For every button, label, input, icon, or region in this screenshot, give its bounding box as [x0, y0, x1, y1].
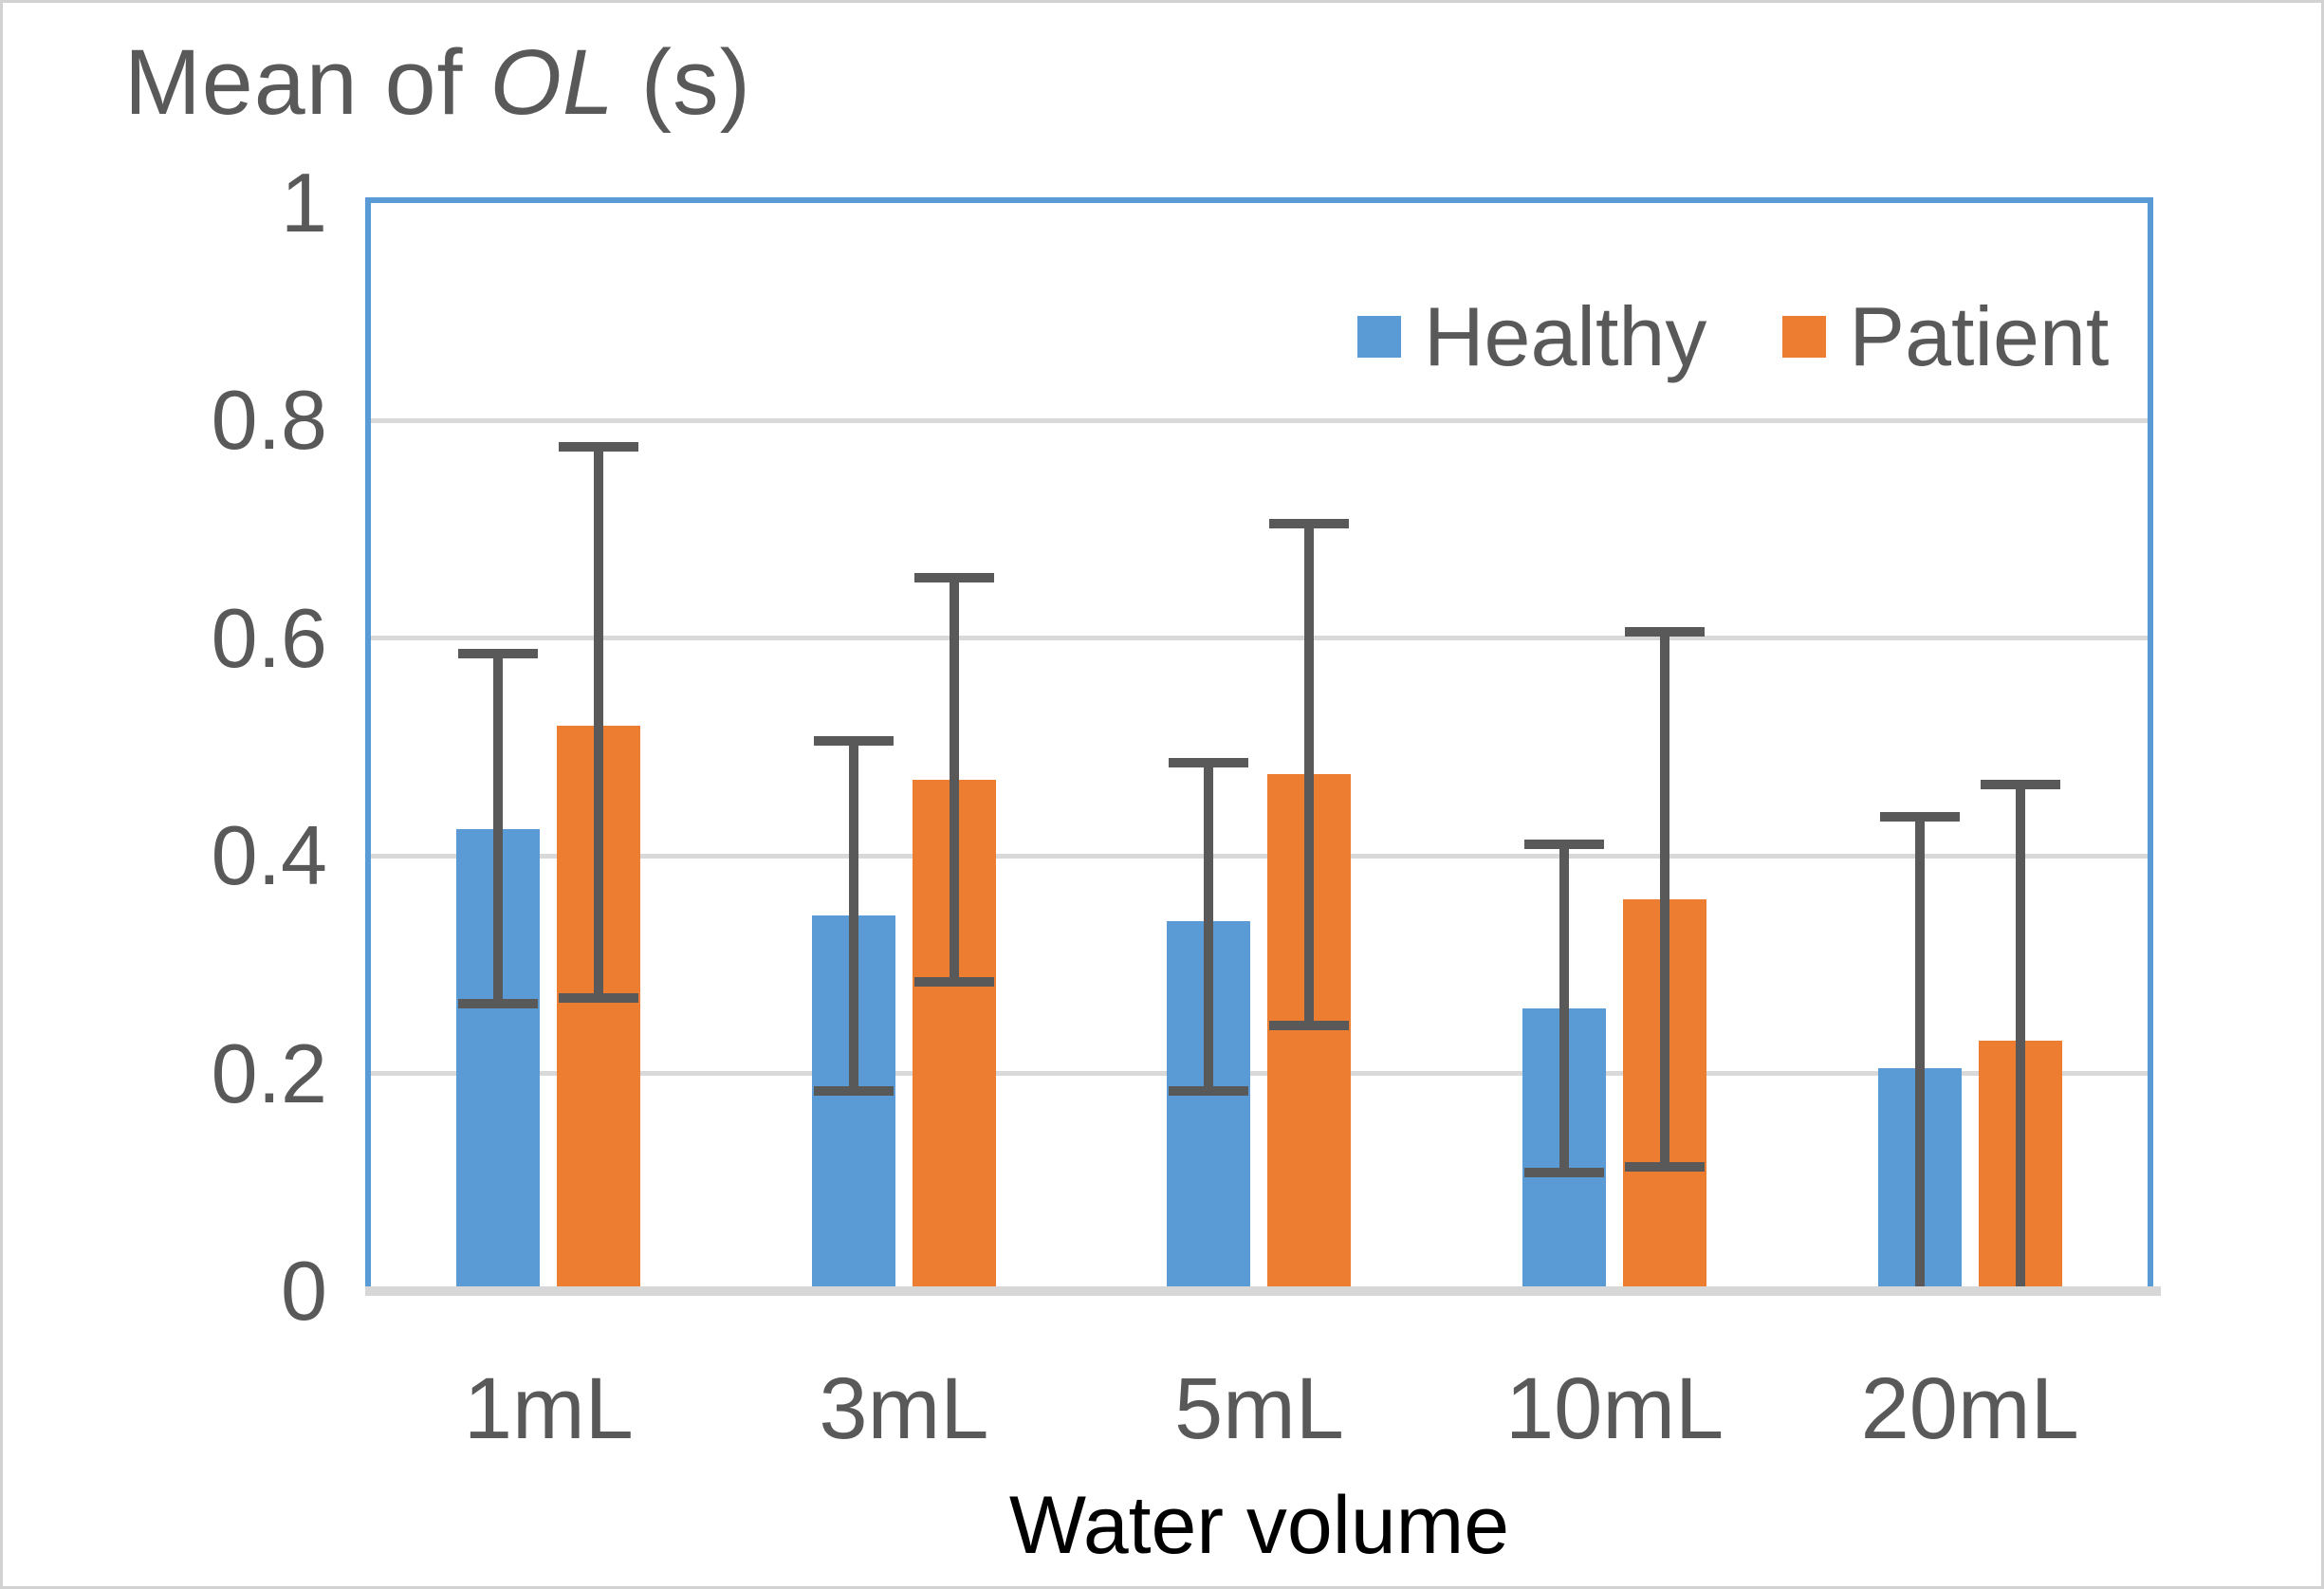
error-bar-cap-top	[1269, 518, 1350, 528]
gridline	[371, 853, 2148, 859]
category-20mL: 20mL	[1792, 203, 2148, 1457]
legend-item-healthy: Healthy	[1357, 288, 1706, 385]
legend-item-patient: Patient	[1782, 288, 2109, 385]
bar-slot	[1978, 203, 2062, 1291]
chart-title: Mean of OL (s)	[124, 29, 751, 136]
error-bar	[559, 442, 639, 1004]
error-bar	[1269, 518, 1350, 1030]
error-bar	[458, 649, 539, 1008]
category-10mL: 10mL	[1437, 203, 1793, 1457]
x-axis-title: Water volume	[1008, 1480, 1510, 1571]
y-tick-label: 0.2	[211, 1025, 327, 1120]
error-bar-cap-top	[813, 736, 894, 747]
error-bar-cap-bottom	[458, 998, 539, 1008]
legend-swatch-healthy	[1357, 316, 1401, 358]
error-bar-cap-top	[1524, 840, 1605, 850]
bar-slot	[557, 203, 641, 1291]
bar-slot	[1267, 203, 1352, 1291]
category-groups: 1mL 3mL 5mL 10mL 20mL	[371, 203, 2148, 1457]
category-5mL: 5mL	[1081, 203, 1437, 1457]
bar-slot	[912, 203, 996, 1291]
bar-slot	[1522, 203, 1607, 1291]
error-bar-cap-bottom	[1524, 1167, 1605, 1177]
error-bar-cap-top	[913, 572, 994, 582]
y-tick-label: 0.6	[211, 590, 327, 685]
x-tick-label-1mL: 1mL	[463, 1360, 634, 1457]
bar-pair	[1877, 203, 2062, 1291]
bar-pair	[456, 203, 641, 1291]
error-bar-cap-top	[559, 442, 639, 453]
error-bar	[1980, 779, 2060, 1291]
error-bar-cap-top	[458, 649, 539, 659]
chart-title-italic: OL	[489, 30, 615, 134]
bar-pair	[1167, 203, 1352, 1291]
category-3mL: 3mL	[727, 203, 1082, 1457]
error-bar-cap-top	[1625, 627, 1706, 637]
error-bar	[1169, 757, 1249, 1096]
error-bar-cap-bottom	[1625, 1161, 1706, 1172]
x-tick-label-10mL: 10mL	[1505, 1360, 1725, 1457]
bar-pair	[811, 203, 996, 1291]
error-bar	[813, 736, 894, 1096]
bar-slot	[1623, 203, 1707, 1291]
error-bar-cap-bottom	[1269, 1020, 1350, 1030]
gridline	[371, 417, 2148, 423]
error-bar-cap-bottom	[1169, 1085, 1249, 1096]
error-bar-cap-bottom	[813, 1085, 894, 1096]
error-bar	[913, 572, 994, 987]
gridline	[371, 1071, 2148, 1077]
legend-swatch-patient	[1782, 316, 1827, 358]
y-tick-label: 0.8	[211, 373, 327, 468]
error-bar-cap-top	[1879, 812, 1960, 822]
error-bar-cap-bottom	[559, 993, 639, 1004]
error-bar	[1879, 812, 1960, 1291]
error-bar	[1625, 627, 1706, 1172]
bar-slot	[1877, 203, 1962, 1291]
y-tick-label: 0.4	[211, 808, 327, 903]
error-bar	[1524, 840, 1605, 1177]
error-bar-cap-bottom	[913, 976, 994, 987]
bar-slot	[811, 203, 895, 1291]
legend-label-patient: Patient	[1849, 289, 2110, 383]
x-axis-line	[365, 1286, 2161, 1296]
y-tick-label: 0	[281, 1244, 327, 1338]
error-bar-cap-top	[1169, 757, 1249, 767]
gridline	[371, 636, 2148, 641]
error-bar-cap-top	[1980, 779, 2060, 789]
chart-title-suffix: (s)	[614, 30, 751, 134]
legend: Healthy Patient	[1357, 287, 2109, 386]
chart-title-prefix: Mean of	[124, 30, 490, 134]
y-tick-label: 1	[281, 156, 327, 249]
x-tick-label-20mL: 20mL	[1860, 1360, 2079, 1457]
bar-pair	[1522, 203, 1707, 1291]
bar-slot	[456, 203, 541, 1291]
category-1mL: 1mL	[371, 203, 727, 1457]
x-tick-label-3mL: 3mL	[819, 1360, 989, 1457]
x-tick-label-5mL: 5mL	[1174, 1360, 1344, 1457]
bar-slot	[1167, 203, 1251, 1291]
legend-label-healthy: Healthy	[1424, 289, 1707, 383]
